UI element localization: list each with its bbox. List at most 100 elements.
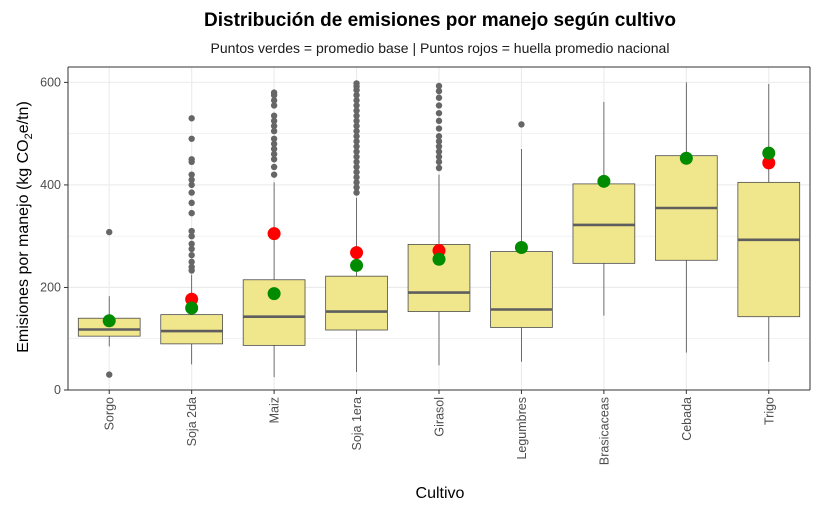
outlier-point <box>435 117 443 125</box>
outlier-point <box>270 127 278 135</box>
outlier-point <box>353 179 360 186</box>
outlier-point <box>270 97 278 104</box>
national-average-point <box>350 246 364 260</box>
y-axis-title-sub: 2 <box>23 133 35 139</box>
outlier-point <box>435 82 443 90</box>
base-average-point <box>185 301 199 315</box>
outlier-point <box>188 156 195 163</box>
outlier-point <box>353 158 360 166</box>
outlier-point <box>353 148 360 155</box>
outlier-point <box>435 125 443 132</box>
outlier-point <box>106 371 113 378</box>
outlier-point <box>435 87 443 95</box>
y-tick-label: 400 <box>40 178 61 192</box>
chart-subtitle: Puntos verdes = promedio base | Puntos r… <box>211 40 670 56</box>
outlier-point <box>353 117 360 125</box>
base-average-point <box>597 174 611 188</box>
box-legumbres <box>490 121 553 362</box>
x-tick-label: Brasicaceas <box>597 397 611 465</box>
outlier-point <box>353 138 360 145</box>
x-tick-label: Soja 1era <box>350 397 364 451</box>
y-tick-label: 200 <box>40 280 61 294</box>
outlier-point <box>518 121 525 128</box>
outlier-point <box>353 91 360 99</box>
outlier-point <box>353 127 360 135</box>
outlier-point <box>188 189 195 196</box>
outlier-point <box>270 156 278 163</box>
outlier-point <box>353 168 360 176</box>
outlier-point <box>435 148 443 155</box>
outlier-point <box>188 181 195 189</box>
outlier-point <box>188 176 195 183</box>
outlier-point <box>270 135 278 142</box>
outlier-point <box>188 245 195 253</box>
box-soja-1era <box>325 80 388 373</box>
outlier-point <box>270 150 278 158</box>
outlier-point <box>353 112 360 119</box>
plot-area: 0 200 400 600 Sorgo Soja 2da Maiz Soja 1era Gira… <box>40 66 811 465</box>
outlier-point <box>435 164 443 172</box>
x-tick-label: Girasol <box>433 397 447 437</box>
box-soja-2da <box>160 115 223 365</box>
outlier-point <box>188 209 195 217</box>
outlier-point <box>353 122 360 130</box>
outlier-point <box>270 163 278 171</box>
base-average-point <box>350 258 364 272</box>
national-average-point <box>762 156 776 170</box>
y-axis-title-prefix: Emisiones por manejo (kg CO <box>15 139 32 352</box>
outlier-point <box>435 153 443 160</box>
box-iqr <box>325 275 388 331</box>
outlier-point <box>353 133 360 140</box>
y-axis-title-suffix: e/tn) <box>15 101 32 133</box>
box-iqr <box>490 251 553 328</box>
outlier-point <box>270 89 278 96</box>
x-tick-label: Legumbres <box>515 397 529 460</box>
outlier-point <box>435 109 443 117</box>
base-average-point <box>679 151 693 165</box>
base-average-point <box>102 314 116 328</box>
base-average-point <box>514 240 528 254</box>
outlier-point <box>353 163 360 171</box>
box-brasicaceas <box>572 101 636 316</box>
outlier-point <box>188 263 195 271</box>
x-tick-label: Soja 2da <box>185 397 199 446</box>
outlier-point <box>188 171 195 178</box>
outlier-point <box>270 102 278 109</box>
outlier-point <box>188 115 195 122</box>
y-axis-title: Emisiones por manejo (kg CO2e/tn) <box>15 101 35 353</box>
x-tick-label: Trigo <box>762 397 776 425</box>
outlier-point <box>188 199 195 207</box>
outlier-point <box>353 107 360 114</box>
outlier-point <box>353 184 360 191</box>
outlier-point <box>353 174 360 181</box>
outlier-point <box>188 240 195 248</box>
outlier-point <box>353 102 360 109</box>
outlier-point <box>435 102 443 109</box>
x-tick-label: Cebada <box>680 397 694 441</box>
outlier-point <box>435 94 443 101</box>
national-average-point <box>267 227 281 241</box>
base-average-point <box>267 287 281 301</box>
y-tick-label: 600 <box>40 75 61 89</box>
outlier-point <box>188 251 195 259</box>
x-tick-label: Sorgo <box>103 397 117 430</box>
outlier-point <box>270 140 278 148</box>
outlier-point <box>270 117 278 125</box>
box-iqr <box>737 181 801 318</box>
outlier-point <box>270 145 278 153</box>
outlier-point <box>435 133 443 140</box>
outlier-point <box>353 80 360 87</box>
outlier-point <box>188 227 195 235</box>
outlier-point <box>435 158 443 166</box>
outlier-point <box>435 138 443 145</box>
outlier-point <box>435 143 443 150</box>
outlier-point <box>188 232 195 240</box>
outlier-point <box>270 112 278 119</box>
outlier-point <box>353 189 360 196</box>
box-iqr <box>160 314 223 345</box>
outlier-point <box>353 153 360 160</box>
outlier-point <box>270 122 278 130</box>
x-axis-title: Cultivo <box>416 485 465 502</box>
base-average-point <box>762 146 776 160</box>
